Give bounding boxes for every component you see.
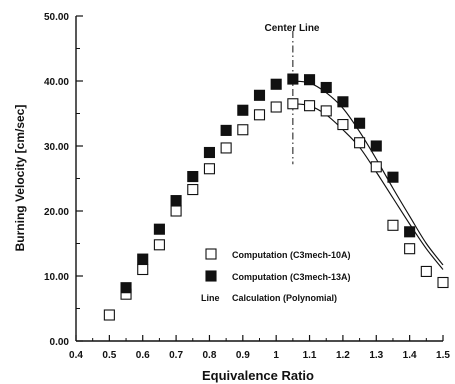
center-line-label: Center Line — [264, 23, 319, 34]
polynomial-curve-lower — [292, 103, 444, 270]
x-tick-label: 0.5 — [102, 350, 116, 361]
x-axis-ticks — [75, 335, 444, 341]
x-axis-title: Equivalence Ratio — [202, 368, 314, 383]
open-square-marker — [404, 243, 416, 255]
x-tick-label: 1.1 — [303, 350, 317, 361]
open-square-marker — [354, 137, 366, 149]
x-axis-tick-labels: 0.4 0.5 0.6 0.7 0.8 0.9 1 1.1 1.2 1.3 1.4 1.5 — [69, 350, 450, 361]
legend-line-marker-label: Line — [201, 293, 220, 303]
open-square-marker — [187, 184, 199, 196]
filled-square-marker — [120, 282, 132, 294]
legend-filled-square-icon — [205, 270, 217, 282]
open-square-marker — [253, 109, 266, 121]
filled-square-marker — [404, 226, 416, 238]
data-markers — [103, 73, 449, 321]
x-tick-label: 0.6 — [136, 350, 150, 361]
open-square-marker — [270, 101, 282, 113]
y-tick-label: 0.00 — [50, 337, 70, 348]
filled-square-marker — [354, 117, 366, 129]
y-tick-label: 30.00 — [44, 142, 69, 153]
x-tick-label: 1.3 — [369, 350, 383, 361]
polynomial-curve-upper — [292, 80, 444, 266]
y-axis-title: Burning Velocity [cm/sec] — [13, 105, 27, 252]
x-tick-label: 0.4 — [69, 350, 83, 361]
x-tick-label: 0.9 — [236, 350, 250, 361]
filled-square-marker — [220, 124, 232, 136]
open-square-marker — [420, 265, 432, 278]
open-square-marker — [287, 98, 299, 110]
center-line-annotation: Center Line — [264, 23, 320, 165]
filled-square-marker — [153, 223, 165, 235]
x-tick-label: 1.5 — [436, 350, 450, 361]
filled-square-marker — [237, 104, 249, 116]
filled-square-marker — [187, 171, 199, 183]
filled-square-marker — [137, 253, 149, 265]
open-square-marker — [337, 119, 349, 131]
legend-label-c3mech-10a: Computation (C3mech-10A) — [232, 250, 351, 260]
open-square-marker — [370, 161, 382, 173]
filled-square-marker — [320, 81, 332, 94]
x-tick-label: 0.7 — [169, 350, 183, 361]
y-axis-tick-labels: 0.00 10.00 20.00 30.00 40.00 50.00 — [44, 12, 69, 348]
y-tick-label: 10.00 — [44, 272, 69, 283]
filled-square-marker — [337, 96, 349, 108]
open-square-marker — [220, 142, 232, 154]
open-square-marker — [303, 100, 316, 112]
y-tick-label: 40.00 — [44, 77, 69, 88]
open-square-marker — [153, 239, 165, 251]
x-tick-label: 1.4 — [403, 350, 417, 361]
x-tick-label: 0.8 — [203, 350, 217, 361]
open-square-marker — [237, 124, 249, 136]
legend-label-polynomial: Calculation (Polynomial) — [232, 293, 337, 303]
polynomial-curves — [292, 80, 444, 270]
filled-square-marker — [303, 74, 316, 86]
x-tick-label: 1.2 — [336, 350, 350, 361]
open-square-marker — [137, 263, 149, 276]
legend-label-c3mech-13a: Computation (C3mech-13A) — [232, 272, 351, 282]
x-tick-label: 1 — [273, 350, 279, 361]
filled-square-marker — [370, 140, 382, 152]
filled-square-marker — [270, 78, 282, 90]
filled-square-marker — [253, 89, 266, 101]
open-square-marker — [437, 276, 449, 289]
filled-square-marker — [387, 171, 399, 183]
y-tick-label: 50.00 — [44, 12, 69, 23]
open-square-marker — [320, 105, 332, 117]
open-square-marker — [203, 163, 216, 175]
y-axis-ticks — [76, 15, 83, 342]
filled-square-marker — [203, 146, 216, 159]
filled-square-marker — [287, 73, 299, 85]
y-tick-label: 20.00 — [44, 207, 69, 218]
filled-square-marker — [170, 195, 182, 207]
legend: Computation (C3mech-10A) Computation (C3… — [201, 248, 351, 303]
legend-open-square-icon — [205, 248, 217, 260]
open-square-marker — [103, 309, 115, 321]
open-square-marker — [170, 205, 182, 217]
open-square-marker — [387, 219, 399, 231]
